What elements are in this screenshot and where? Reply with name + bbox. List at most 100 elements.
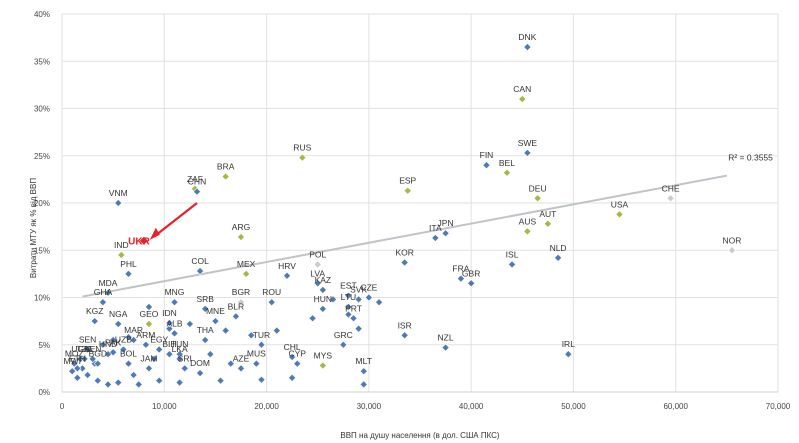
point-label: FIN bbox=[480, 150, 494, 160]
x-tick-label: 40,000 bbox=[459, 402, 484, 411]
point-label: HRV bbox=[278, 261, 296, 271]
point-label: EST bbox=[340, 281, 357, 291]
data-point bbox=[313, 279, 322, 288]
data-point bbox=[308, 314, 317, 323]
point-label: UZB bbox=[115, 334, 132, 344]
data-point bbox=[80, 354, 89, 363]
data-point bbox=[93, 359, 102, 368]
data-point bbox=[170, 298, 179, 307]
point-label: JAM bbox=[140, 353, 157, 363]
data-point bbox=[467, 279, 476, 288]
data-point bbox=[257, 375, 266, 384]
data-point bbox=[170, 329, 179, 338]
data-point bbox=[114, 319, 123, 328]
data-point bbox=[359, 367, 368, 376]
data-point bbox=[165, 318, 174, 328]
point-label: USA bbox=[611, 199, 629, 209]
data-point bbox=[221, 172, 230, 181]
point-label: LKA bbox=[172, 344, 188, 354]
x-tick-label: 30,000 bbox=[357, 402, 382, 411]
point-label: LTU bbox=[341, 292, 356, 302]
point-label: BOL bbox=[120, 349, 137, 359]
point-label: ITA bbox=[429, 223, 442, 233]
y-tick-label: 5% bbox=[38, 341, 50, 350]
data-point bbox=[129, 336, 138, 345]
point-label: BEL bbox=[499, 158, 515, 168]
point-label: CYP bbox=[289, 349, 307, 359]
highlight-arrow-head bbox=[149, 227, 160, 240]
point-label: ETH bbox=[69, 353, 86, 363]
highlight-label: UKR bbox=[128, 236, 150, 247]
data-point bbox=[134, 380, 143, 389]
point-label: IDN bbox=[162, 308, 177, 318]
point-label: NGA bbox=[109, 309, 128, 319]
data-point bbox=[288, 373, 297, 382]
data-point bbox=[354, 295, 363, 304]
data-point bbox=[175, 354, 184, 363]
data-point bbox=[141, 340, 150, 349]
data-point bbox=[180, 364, 189, 373]
point-label: CHL bbox=[284, 342, 301, 352]
point-label: CZE bbox=[360, 283, 377, 293]
x-tick-label: 50,000 bbox=[561, 402, 586, 411]
data-point bbox=[211, 317, 220, 326]
data-point bbox=[523, 227, 532, 236]
data-point bbox=[403, 186, 412, 195]
data-point bbox=[288, 353, 297, 362]
y-tick-labels: 0% 5% 10% 15% 20% 25% 30% 35% 40% bbox=[34, 10, 50, 397]
data-point bbox=[339, 340, 348, 349]
point-label: VNM bbox=[109, 188, 128, 198]
data-point bbox=[375, 298, 384, 307]
data-point bbox=[523, 148, 532, 157]
point-label: ARM bbox=[136, 330, 155, 340]
y-tick-label: 15% bbox=[34, 246, 50, 255]
data-point bbox=[129, 370, 138, 380]
point-label: MUS bbox=[247, 349, 266, 359]
data-point bbox=[236, 232, 246, 242]
point-label: GRC bbox=[334, 330, 353, 340]
point-label: DOM bbox=[190, 358, 210, 368]
data-point bbox=[344, 302, 353, 311]
point-label: MYS bbox=[314, 351, 333, 361]
y-tick-label: 40% bbox=[34, 10, 50, 19]
point-label: NLD bbox=[550, 243, 567, 253]
data-point bbox=[117, 250, 126, 259]
data-point bbox=[98, 340, 107, 349]
point-label: MWI bbox=[63, 356, 80, 366]
data-point bbox=[165, 350, 174, 359]
data-point bbox=[533, 194, 542, 203]
data-point bbox=[267, 298, 276, 307]
data-point bbox=[216, 376, 225, 385]
data-points bbox=[68, 43, 736, 389]
data-point bbox=[73, 364, 82, 373]
data-point bbox=[283, 271, 292, 280]
data-point bbox=[523, 43, 532, 52]
point-label: PHL bbox=[120, 259, 137, 269]
data-point bbox=[68, 367, 77, 376]
data-point bbox=[615, 210, 624, 219]
data-point bbox=[192, 187, 202, 196]
data-point bbox=[441, 343, 450, 352]
data-point bbox=[98, 298, 107, 307]
data-point bbox=[236, 298, 246, 307]
data-point bbox=[293, 359, 302, 368]
data-point bbox=[155, 345, 164, 354]
point-label: BRA bbox=[217, 162, 235, 172]
point-label: MEX bbox=[237, 259, 256, 269]
data-point bbox=[359, 380, 368, 389]
data-point bbox=[298, 153, 307, 162]
point-label: IND bbox=[114, 240, 129, 250]
point-label: HND bbox=[99, 339, 117, 349]
data-point bbox=[456, 274, 465, 283]
point-label: JPN bbox=[438, 218, 454, 228]
data-point bbox=[201, 336, 210, 345]
data-point bbox=[543, 219, 552, 228]
x-tick-labels: 0 10,000 20,000 30,000 40,000 50,000 60,000 70,… bbox=[60, 402, 791, 411]
x-tick-label: 0 bbox=[60, 402, 65, 411]
data-point bbox=[666, 194, 675, 203]
highlight-group: UKR bbox=[128, 202, 198, 247]
x-tick-label: 70,000 bbox=[766, 402, 791, 411]
point-label: TUR bbox=[253, 330, 270, 340]
